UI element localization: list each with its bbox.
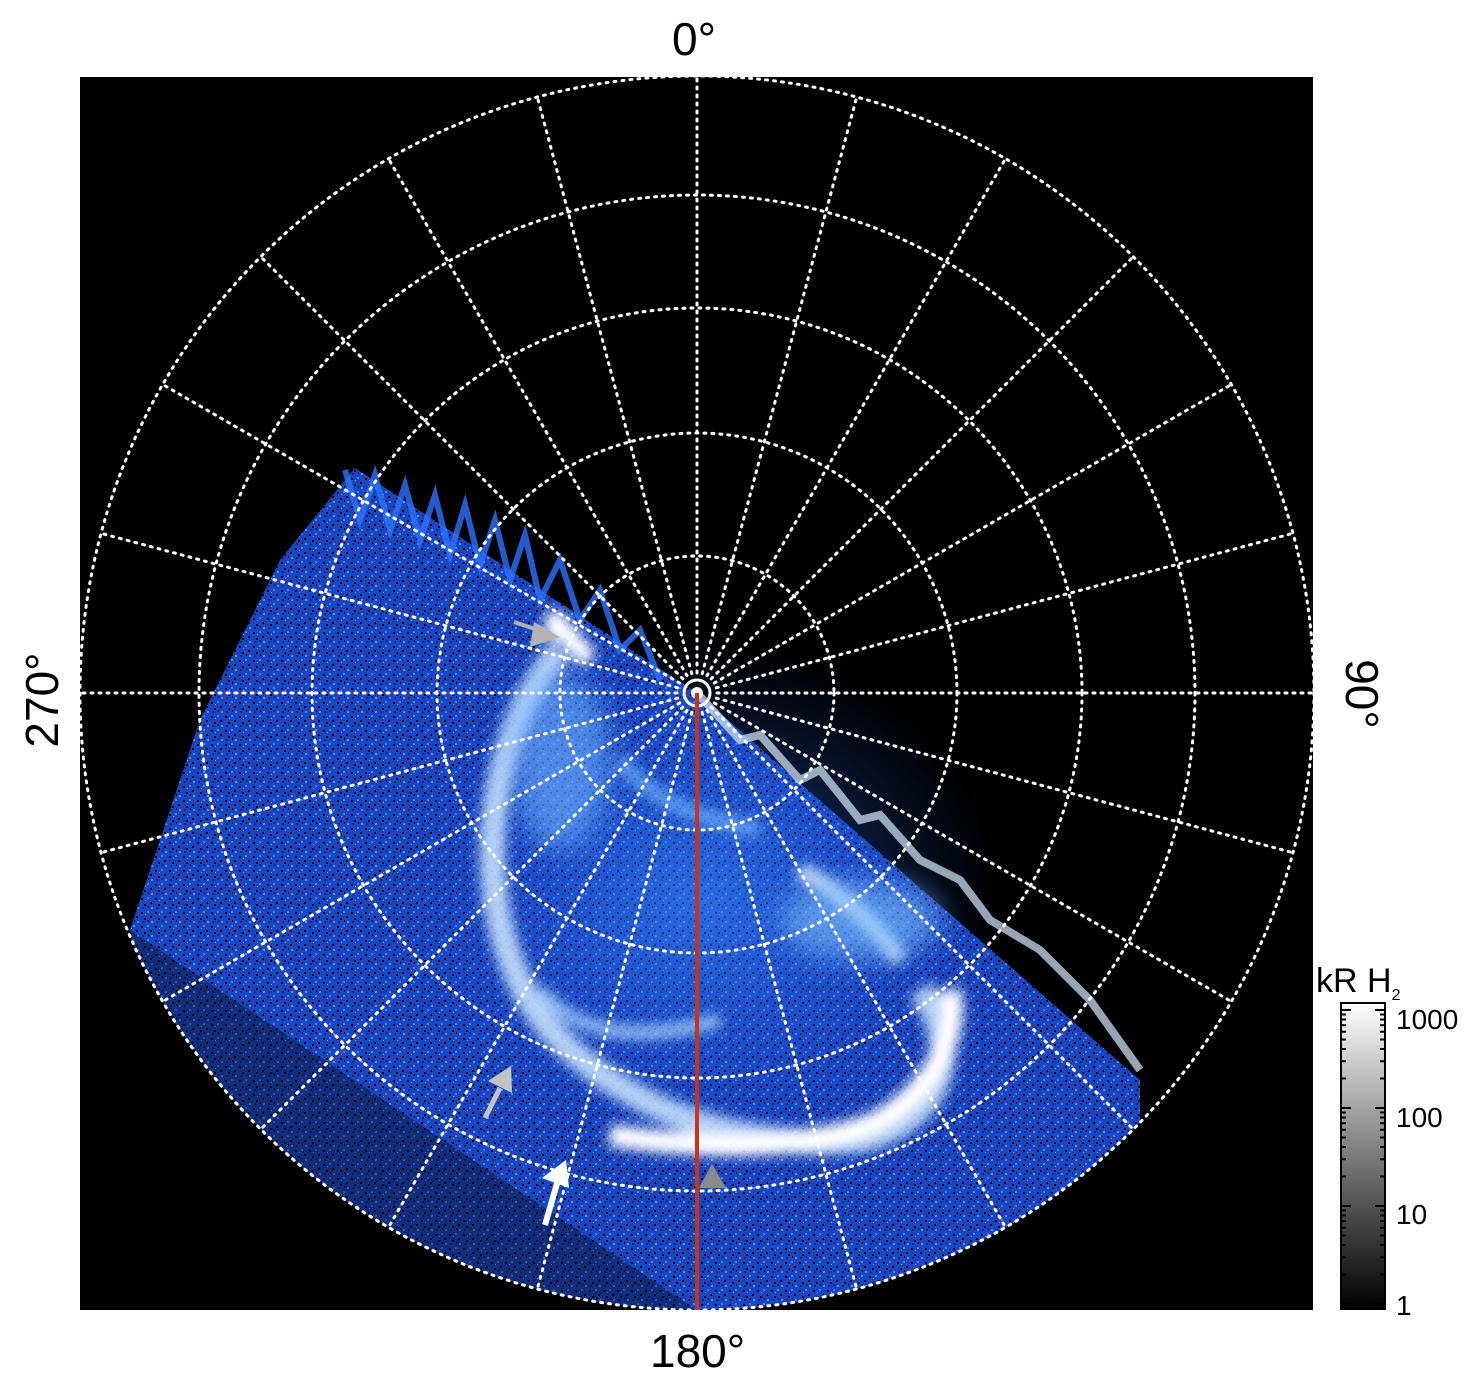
label-180-deg: 180° xyxy=(650,1325,746,1377)
grid-meridian-300 xyxy=(161,383,682,685)
grid-meridian-135 xyxy=(709,705,1135,1131)
colorbar-tick-1: 1 xyxy=(1396,1290,1412,1321)
colorbar-ticks xyxy=(1341,1009,1385,1305)
colorbar-tick-100: 100 xyxy=(1396,1102,1443,1133)
gray-arrow-lower xyxy=(482,1066,512,1120)
polar-grid xyxy=(80,77,1313,1310)
triangle-marker xyxy=(699,1164,726,1188)
grid-meridian-165 xyxy=(700,710,859,1291)
grid-meridian-315 xyxy=(259,255,685,681)
grid-meridian-15 xyxy=(700,95,859,676)
grid-meridian-255 xyxy=(99,696,680,855)
grid-meridian-45 xyxy=(709,255,1135,681)
colorbar xyxy=(1340,1002,1386,1310)
grid-parallel-3 xyxy=(197,193,1197,1193)
grid-parallel-2 xyxy=(310,306,1084,1080)
colorbar-title: kR H2 xyxy=(1316,962,1400,1005)
gray-arrow-upper xyxy=(513,620,560,647)
grid-meridian-285 xyxy=(99,531,680,690)
colorbar-tick-10: 10 xyxy=(1396,1199,1428,1230)
white-arrow xyxy=(542,1160,569,1226)
label-90-deg: 90° xyxy=(1336,659,1388,729)
grid-meridian-75 xyxy=(714,531,1295,690)
grid-meridian-150 xyxy=(705,708,1007,1229)
colorbar-title-subscript: 2 xyxy=(1391,986,1401,1004)
grid-meridian-195 xyxy=(535,710,694,1291)
label-270-deg: 270° xyxy=(16,652,68,748)
grid-meridian-30 xyxy=(705,157,1007,678)
colorbar-tick-1000: 1000 xyxy=(1396,1004,1459,1035)
grid-meridian-240 xyxy=(161,701,682,1003)
grid-meridian-105 xyxy=(714,696,1295,855)
grid-meridian-345 xyxy=(535,95,694,676)
grid-meridian-225 xyxy=(259,705,685,1131)
label-0-deg: 0° xyxy=(672,13,716,65)
grid-meridian-330 xyxy=(387,157,689,678)
colorbar-title-text: kR H xyxy=(1316,962,1392,1000)
grid-meridian-60 xyxy=(712,383,1233,685)
grid-meridian-120 xyxy=(712,701,1233,1003)
grid-meridian-210 xyxy=(387,708,689,1229)
